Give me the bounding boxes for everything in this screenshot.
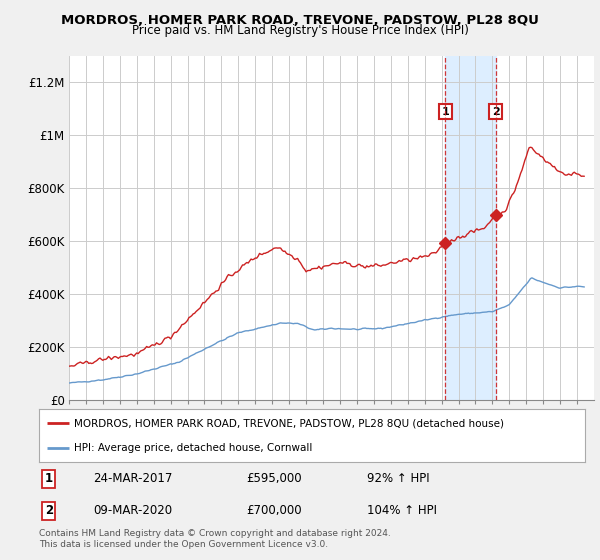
- Text: MORDROS, HOMER PARK ROAD, TREVONE, PADSTOW, PL28 8QU (detached house): MORDROS, HOMER PARK ROAD, TREVONE, PADST…: [74, 418, 505, 428]
- Text: £700,000: £700,000: [247, 504, 302, 517]
- Text: MORDROS, HOMER PARK ROAD, TREVONE, PADSTOW, PL28 8QU: MORDROS, HOMER PARK ROAD, TREVONE, PADST…: [61, 14, 539, 27]
- Text: Contains HM Land Registry data © Crown copyright and database right 2024.: Contains HM Land Registry data © Crown c…: [39, 529, 391, 538]
- Text: 24-MAR-2017: 24-MAR-2017: [94, 473, 173, 486]
- Text: HPI: Average price, detached house, Cornwall: HPI: Average price, detached house, Corn…: [74, 442, 313, 452]
- Text: 1: 1: [45, 473, 53, 486]
- Text: 1: 1: [442, 106, 449, 116]
- Text: Price paid vs. HM Land Registry's House Price Index (HPI): Price paid vs. HM Land Registry's House …: [131, 24, 469, 37]
- Text: 92% ↑ HPI: 92% ↑ HPI: [367, 473, 429, 486]
- Bar: [445, 56, 496, 400]
- Text: 2: 2: [492, 106, 499, 116]
- Text: 104% ↑ HPI: 104% ↑ HPI: [367, 504, 437, 517]
- Text: 2: 2: [45, 504, 53, 517]
- Text: £595,000: £595,000: [247, 473, 302, 486]
- Text: This data is licensed under the Open Government Licence v3.0.: This data is licensed under the Open Gov…: [39, 540, 328, 549]
- Text: 09-MAR-2020: 09-MAR-2020: [94, 504, 173, 517]
